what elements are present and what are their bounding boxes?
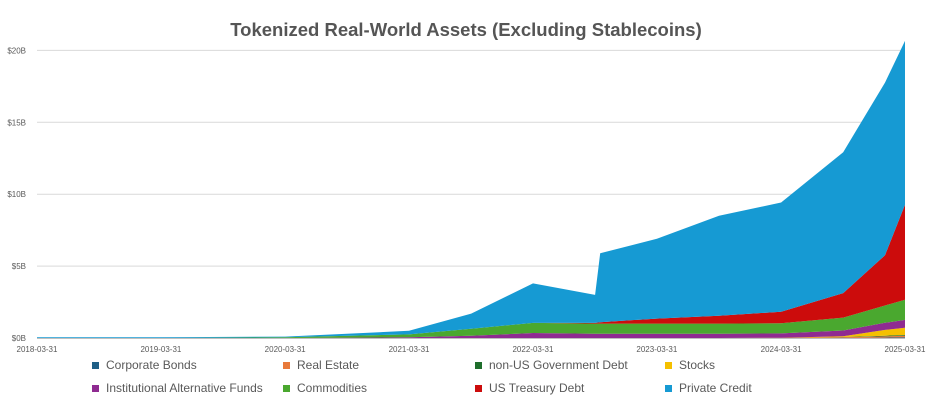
y-tick-label: $5B <box>12 262 26 271</box>
y-tick-label: $15B <box>7 118 26 127</box>
area-stocks <box>37 327 905 338</box>
x-tick-label: 2024-03-31 <box>761 345 802 354</box>
y-tick-label: $0B <box>12 334 26 343</box>
legend-label: Corporate Bonds <box>106 358 197 372</box>
y-tick-label: $20B <box>7 46 26 55</box>
legend-swatch <box>665 362 672 369</box>
y-tick-label: $10B <box>7 190 26 199</box>
legend-item-non-us-gov-debt: non-US Government Debt <box>475 358 628 372</box>
x-tick-label: 2021-03-31 <box>389 345 430 354</box>
legend-item-corporate-bonds: Corporate Bonds <box>92 358 197 372</box>
legend-swatch <box>92 362 99 369</box>
area-commodities <box>37 299 905 338</box>
legend-label: Real Estate <box>297 358 359 372</box>
legend-swatch <box>475 362 482 369</box>
legend: Corporate Bonds Real Estate non-US Governm… <box>92 358 752 395</box>
x-tick-label: 2022-03-31 <box>512 345 553 354</box>
area-institutional-alt-funds <box>37 319 905 338</box>
x-tick-label: 2023-03-31 <box>636 345 677 354</box>
legend-label: Stocks <box>679 358 715 372</box>
legend-swatch <box>92 385 99 392</box>
legend-item-stocks: Stocks <box>665 358 715 372</box>
legend-swatch <box>283 362 290 369</box>
stacked-areas <box>37 40 905 339</box>
x-tick-label: 2019-03-31 <box>140 345 181 354</box>
legend-label: Private Credit <box>679 381 752 395</box>
area-real-estate <box>37 335 905 338</box>
legend-label: Commodities <box>297 381 367 395</box>
legend-item-us-treasury-debt: US Treasury Debt <box>475 381 585 395</box>
x-tick-label: 2020-03-31 <box>265 345 306 354</box>
axes: $0B $5B $10B $15B $20B 2018-03-31 2019-03-31 20… <box>7 46 926 354</box>
legend-label: US Treasury Debt <box>489 381 585 395</box>
area-private-credit <box>37 40 905 339</box>
legend-label: Institutional Alternative Funds <box>106 381 263 395</box>
legend-item-private-credit: Private Credit <box>665 381 752 395</box>
legend-item-commodities: Commodities <box>283 381 367 395</box>
x-tick-label: 2025-03-31 <box>885 345 926 354</box>
x-tick-label: 2018-03-31 <box>17 345 58 354</box>
legend-label: non-US Government Debt <box>489 358 628 372</box>
legend-item-institutional-alt-funds: Institutional Alternative Funds <box>92 381 263 395</box>
legend-swatch <box>283 385 290 392</box>
legend-item-real-estate: Real Estate <box>283 358 359 372</box>
chart-title: Tokenized Real-World Assets (Excluding S… <box>230 19 702 40</box>
legend-swatch <box>665 385 672 392</box>
legend-swatch <box>475 385 482 392</box>
